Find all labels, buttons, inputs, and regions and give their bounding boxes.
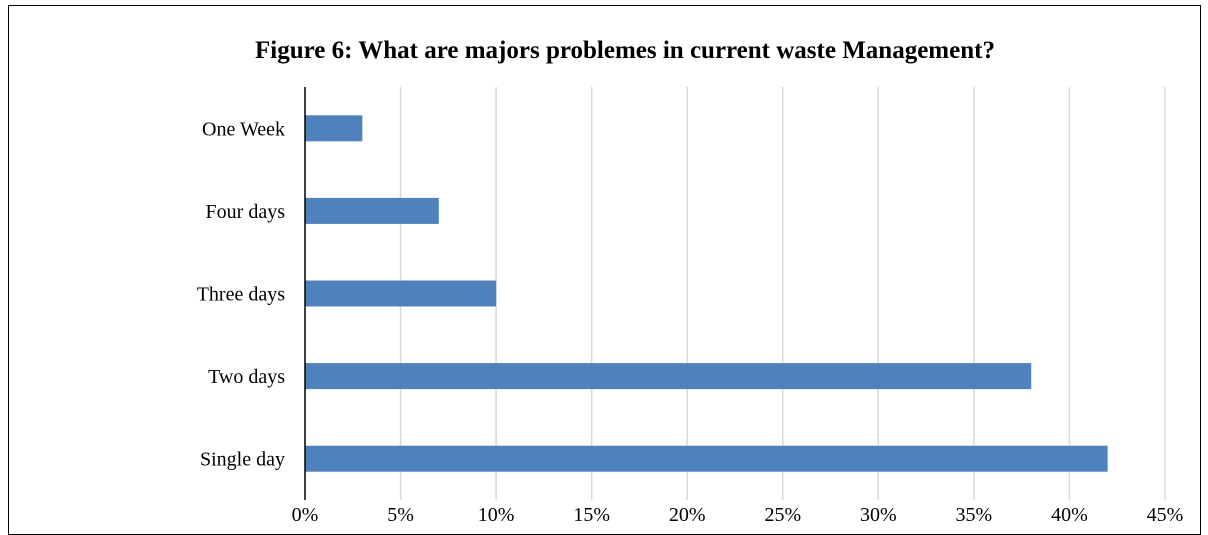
chart-title: Figure 6: What are majors problemes in c… bbox=[255, 37, 995, 64]
bar bbox=[305, 115, 363, 142]
x-tick-label: 5% bbox=[387, 504, 414, 523]
x-tick-labels: 0% 5% 10% 15% 20% 25% 30% 35% 40% 45% bbox=[292, 504, 1184, 523]
category-label: Single day bbox=[200, 449, 285, 471]
category-labels: One Week Four days Three days Two days Singl… bbox=[197, 118, 286, 470]
category-label: Two days bbox=[208, 366, 285, 388]
gridlines bbox=[399, 87, 1166, 500]
bar-chart: Figure 6: What are majors problemes in c… bbox=[197, 37, 1184, 523]
x-tick-label: 45% bbox=[1147, 504, 1184, 523]
x-tick-label: 30% bbox=[860, 504, 897, 523]
bar bbox=[305, 445, 1108, 472]
bar bbox=[305, 280, 497, 307]
x-tick-label: 40% bbox=[1051, 504, 1088, 523]
category-label: Three days bbox=[197, 284, 286, 306]
category-label: Four days bbox=[206, 201, 286, 223]
bar bbox=[305, 363, 1032, 390]
x-tick-label: 15% bbox=[573, 504, 610, 523]
x-tick-label: 10% bbox=[478, 504, 515, 523]
x-tick-label: 0% bbox=[292, 504, 319, 523]
category-label: One Week bbox=[202, 118, 285, 140]
x-tick-label: 20% bbox=[669, 504, 706, 523]
bars bbox=[305, 115, 1108, 472]
x-tick-label: 35% bbox=[956, 504, 993, 523]
bar bbox=[305, 197, 439, 224]
x-tick-label: 25% bbox=[764, 504, 801, 523]
